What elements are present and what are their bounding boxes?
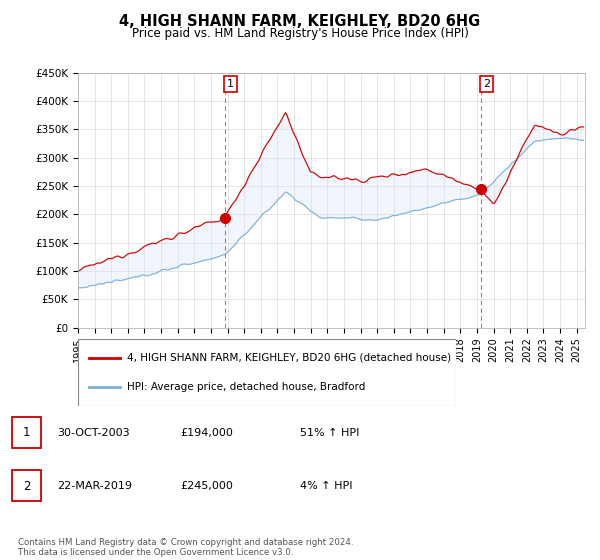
Text: 30-OCT-2003: 30-OCT-2003 (57, 428, 130, 438)
Text: 4, HIGH SHANN FARM, KEIGHLEY, BD20 6HG (detached house): 4, HIGH SHANN FARM, KEIGHLEY, BD20 6HG (… (127, 353, 451, 363)
Text: 2: 2 (23, 479, 30, 493)
Text: 4% ↑ HPI: 4% ↑ HPI (300, 481, 353, 491)
Text: 1: 1 (227, 79, 234, 89)
Text: £245,000: £245,000 (180, 481, 233, 491)
Text: 22-MAR-2019: 22-MAR-2019 (57, 481, 132, 491)
Text: 51% ↑ HPI: 51% ↑ HPI (300, 428, 359, 438)
Text: 1: 1 (23, 426, 30, 440)
Text: 2: 2 (483, 79, 490, 89)
Text: Price paid vs. HM Land Registry's House Price Index (HPI): Price paid vs. HM Land Registry's House … (131, 27, 469, 40)
Text: Contains HM Land Registry data © Crown copyright and database right 2024.
This d: Contains HM Land Registry data © Crown c… (18, 538, 353, 557)
Text: 4, HIGH SHANN FARM, KEIGHLEY, BD20 6HG: 4, HIGH SHANN FARM, KEIGHLEY, BD20 6HG (119, 14, 481, 29)
Text: £194,000: £194,000 (180, 428, 233, 438)
Text: HPI: Average price, detached house, Bradford: HPI: Average price, detached house, Brad… (127, 382, 365, 392)
FancyBboxPatch shape (78, 339, 456, 406)
